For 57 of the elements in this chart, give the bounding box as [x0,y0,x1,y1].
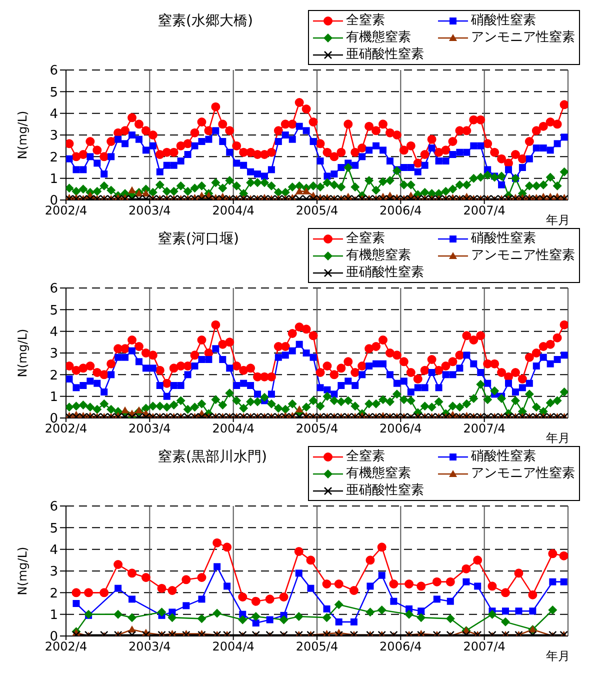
x-axis-title: 年月 [546,213,570,227]
legend-label: 有機態窒素 [346,29,411,46]
x-tick-label: 2007/4 [463,422,506,436]
y-tick-label: 3 [50,346,58,362]
x-tick-label: 2005/4 [296,640,338,654]
legend-label: 全窒素 [346,230,385,247]
y-tick-label: 1 [50,172,58,187]
y-tick-label: 6 [50,64,58,79]
legend-label: 有機態窒素 [346,465,411,482]
x-tick-label: 2007/4 [463,640,506,654]
legend-label: 亜硝酸性窒素 [346,482,424,499]
x-tick-label: 2005/4 [296,204,338,218]
legend-label: 全窒素 [346,12,385,29]
y-tick-label: 4 [50,324,58,340]
y-tick-label: 3 [50,564,58,580]
y-tick-label: 5 [50,85,58,100]
legend-label: 硝酸性窒素 [471,448,536,465]
x-tick-label: 2004/4 [212,640,254,654]
legend-label: 亜硝酸性窒素 [346,264,424,281]
y-tick-label: 5 [50,521,58,536]
legend-label: アンモニア性窒素 [471,29,575,46]
legend-label: 有機態窒素 [346,247,411,264]
x-axis-title: 年月 [546,649,570,663]
y-tick-label: 1 [50,608,58,623]
legend-label: 全窒素 [346,448,385,465]
chart-title: 窒素(黒部川水門) [158,448,267,466]
y-axis-title: N(mg/L) [15,328,30,378]
x-tick-label: 2006/4 [380,422,422,436]
y-tick-label: 6 [50,282,58,297]
x-tick-label: 2006/4 [380,640,422,654]
y-tick-label: 6 [50,500,58,515]
chart-title: 窒素(河口堰) [158,230,239,248]
y-tick-label: 1 [50,390,58,405]
y-axis-title: N(mg/L) [15,546,30,596]
chart-title: 窒素(水郷大橋) [158,12,253,30]
y-tick-label: 4 [50,106,58,122]
x-tick-label: 2003/4 [128,204,171,218]
legend-label: 硝酸性窒素 [471,12,536,29]
x-axis-title: 年月 [546,431,570,445]
y-tick-label: 3 [50,128,58,144]
legend-label: アンモニア性窒素 [471,465,575,482]
y-tick-label: 2 [50,586,58,602]
y-tick-label: 2 [50,150,58,166]
y-tick-label: 2 [50,368,58,384]
x-tick-label: 2003/4 [128,422,171,436]
legend-label: 亜硝酸性窒素 [346,46,424,63]
x-tick-label: 2004/4 [212,204,254,218]
x-tick-label: 2004/4 [212,422,254,436]
legend-label: 硝酸性窒素 [471,230,536,247]
y-tick-label: 5 [50,303,58,318]
y-axis-title: N(mg/L) [15,110,30,160]
x-tick-label: 2003/4 [128,640,171,654]
y-tick-label: 4 [50,542,58,558]
legend-label: アンモニア性窒素 [471,247,575,264]
x-tick-label: 2006/4 [380,204,422,218]
x-tick-label: 2007/4 [463,204,506,218]
x-tick-label: 2005/4 [296,422,338,436]
